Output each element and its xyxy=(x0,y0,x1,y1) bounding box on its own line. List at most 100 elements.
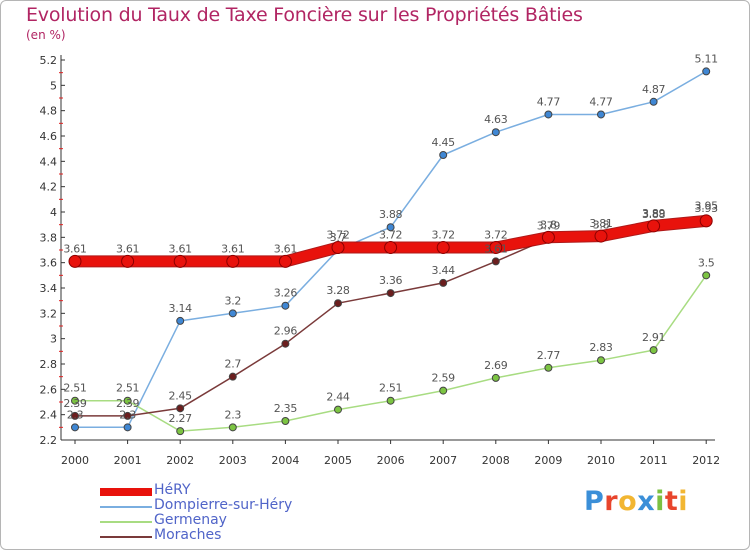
y-tick-label: 2.4 xyxy=(40,409,58,422)
x-tick-label: 2001 xyxy=(114,454,142,467)
data-label: 4.77 xyxy=(537,95,561,108)
data-label: 2.96 xyxy=(274,325,298,338)
proxiti-logo: Proxiti xyxy=(584,486,688,517)
data-label: 3.61 xyxy=(484,242,507,255)
data-label: 3.81 xyxy=(589,217,612,230)
data-point xyxy=(544,363,553,372)
data-label: 2.91 xyxy=(642,331,665,344)
x-tick-label: 2011 xyxy=(640,454,668,467)
data-point xyxy=(71,396,79,405)
data-label: 5.11 xyxy=(695,52,718,65)
data-point xyxy=(334,299,342,308)
data-point xyxy=(123,411,132,420)
data-label: 3.72 xyxy=(379,228,402,241)
data-label: 2.44 xyxy=(326,391,350,404)
x-tick-label: 2004 xyxy=(271,454,299,467)
data-label: 2.3 xyxy=(225,408,242,421)
data-label: 3.14 xyxy=(169,302,193,315)
data-label: 2.77 xyxy=(537,349,561,362)
y-tick-label: 5.2 xyxy=(40,54,58,67)
y-tick-label: 2.2 xyxy=(40,434,58,447)
data-point xyxy=(281,301,290,310)
x-tick-label: 2008 xyxy=(482,454,510,467)
data-point xyxy=(331,240,345,254)
legend-swatch-dompierre-sur-hery xyxy=(100,506,152,508)
data-label: 3.93 xyxy=(695,202,719,215)
data-label: 3.61 xyxy=(169,242,192,255)
data-point xyxy=(226,254,240,268)
legend-label-dompierre-sur-hery: Dompierre-sur-Héry xyxy=(154,497,293,513)
data-point xyxy=(439,386,448,395)
data-point xyxy=(71,411,79,420)
y-unit-label: (en %) xyxy=(26,28,66,42)
data-point xyxy=(386,396,395,405)
data-point xyxy=(702,271,711,280)
data-label: 2.3 xyxy=(119,408,136,421)
data-label: 3.28 xyxy=(326,284,350,297)
data-label: 3.7 xyxy=(330,231,347,244)
data-label: 4.87 xyxy=(642,83,666,96)
data-label: 2.3 xyxy=(67,408,84,421)
data-point xyxy=(597,356,605,365)
line-chart: 2.22.42.62.833.23.43.63.844.24.44.64.855… xyxy=(40,52,721,467)
legend-item-hery: HéRY xyxy=(100,482,360,500)
data-label: 3.72 xyxy=(326,228,349,241)
data-label: 3.8 xyxy=(593,218,610,231)
logo-letter: i xyxy=(678,486,689,517)
y-tick-label: 3.4 xyxy=(40,282,58,295)
y-tick-label: 3 xyxy=(50,333,57,346)
data-label: 4.77 xyxy=(589,95,613,108)
data-label: 2.59 xyxy=(432,372,456,385)
data-point xyxy=(173,254,187,268)
data-label: 3.61 xyxy=(274,242,297,255)
chart-title: Evolution du Taux de Taxe Foncière sur l… xyxy=(26,4,583,26)
data-point xyxy=(384,240,398,254)
data-label: 3.79 xyxy=(537,220,561,233)
data-label: 3.88 xyxy=(642,208,666,221)
y-tick-label: 4 xyxy=(50,206,57,219)
data-label: 3.88 xyxy=(379,208,403,221)
legend-item-moraches: Moraches xyxy=(100,527,360,545)
x-tick-label: 2012 xyxy=(692,454,720,467)
data-label: 2.39 xyxy=(116,397,140,410)
data-point xyxy=(699,214,713,228)
x-tick-label: 2006 xyxy=(377,454,405,467)
data-point xyxy=(647,219,661,233)
x-tick-label: 2002 xyxy=(166,454,194,467)
data-label: 3.5 xyxy=(698,256,715,269)
data-point xyxy=(386,223,395,232)
x-tick-label: 2009 xyxy=(534,454,562,467)
data-point xyxy=(176,404,185,413)
data-point xyxy=(386,289,395,298)
logo-letter: P xyxy=(584,486,605,517)
data-point xyxy=(228,372,237,381)
logo-letter: o xyxy=(618,486,638,517)
data-point xyxy=(228,423,237,432)
data-point xyxy=(594,229,608,243)
data-point xyxy=(597,110,605,119)
data-point xyxy=(544,110,553,119)
data-point xyxy=(278,254,292,268)
data-label: 3.61 xyxy=(221,242,244,255)
data-point xyxy=(491,128,500,137)
logo-letter: x xyxy=(637,486,656,517)
data-label: 3.72 xyxy=(432,228,455,241)
data-point xyxy=(439,151,448,159)
data-point xyxy=(334,405,342,414)
x-tick-label: 2010 xyxy=(587,454,615,467)
data-label: 3.36 xyxy=(379,274,403,287)
data-label: 2.45 xyxy=(169,389,193,402)
y-tick-label: 2.8 xyxy=(40,358,58,371)
data-label: 2.83 xyxy=(589,341,613,354)
data-point xyxy=(71,423,79,432)
data-point xyxy=(68,254,82,268)
legend-swatch-hery xyxy=(100,488,152,496)
legend-label-germenay: Germenay xyxy=(154,512,227,528)
x-tick-label: 2005 xyxy=(324,454,352,467)
data-label: 3.61 xyxy=(63,242,86,255)
y-tick-label: 5 xyxy=(50,79,57,92)
data-label: 4.63 xyxy=(484,113,508,126)
legend-swatch-moraches xyxy=(100,536,152,538)
x-tick-label: 2007 xyxy=(429,454,457,467)
